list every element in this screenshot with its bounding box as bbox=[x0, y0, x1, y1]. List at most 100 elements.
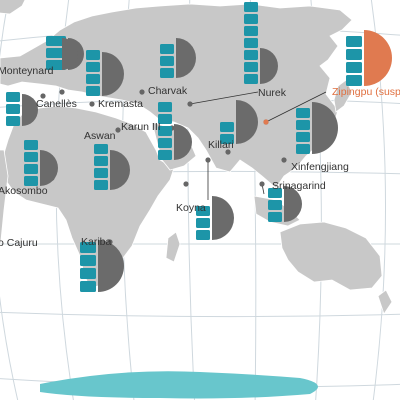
dam-marker bbox=[281, 157, 287, 163]
dam-semicircle bbox=[62, 38, 78, 70]
dam-label-koyna: Koyna bbox=[176, 202, 206, 214]
dam-block bbox=[6, 116, 20, 126]
dam-label-killari: Killari bbox=[208, 139, 234, 151]
dam-semicircle bbox=[260, 48, 278, 84]
dam-block bbox=[46, 60, 60, 70]
dam-glyph-akosombo bbox=[24, 140, 58, 186]
dam-block bbox=[46, 36, 60, 46]
dam-glyph-left bbox=[6, 92, 38, 126]
dam-block bbox=[220, 134, 234, 144]
dam-semicircle bbox=[174, 124, 192, 160]
dam-block bbox=[94, 168, 108, 178]
graticule-line bbox=[0, 311, 400, 318]
dam-glyph-aswan bbox=[94, 144, 130, 190]
dam-glyph-zipingpu bbox=[346, 30, 392, 86]
dam-glyph-charvak bbox=[160, 38, 196, 78]
dam-label-canelles: Canellès bbox=[36, 98, 77, 110]
dam-block bbox=[196, 230, 210, 240]
dam-semicircle bbox=[110, 150, 130, 190]
dam-block bbox=[244, 26, 258, 36]
dam-block bbox=[80, 268, 96, 279]
dam-marker bbox=[225, 149, 231, 155]
dam-block bbox=[296, 144, 310, 154]
dam-block bbox=[268, 212, 282, 222]
dam-block bbox=[24, 176, 38, 186]
dam-semicircle bbox=[176, 38, 196, 78]
dam-glyph-koyna bbox=[196, 196, 234, 240]
dam-block bbox=[296, 132, 310, 142]
dam-label-xinfengjiang: Xinfengjiang bbox=[291, 161, 349, 173]
dam-block bbox=[80, 242, 96, 253]
dam-block bbox=[158, 102, 172, 112]
dam-block bbox=[244, 50, 258, 60]
dam-block bbox=[80, 255, 96, 266]
dam-semicircle bbox=[22, 94, 38, 126]
dam-semicircle bbox=[236, 100, 258, 144]
line-zipingpu bbox=[265, 91, 327, 123]
dam-marker bbox=[187, 101, 193, 107]
dam-block bbox=[86, 74, 100, 84]
dam-block bbox=[46, 48, 60, 58]
dam-block bbox=[94, 156, 108, 166]
greenland-edge bbox=[0, 0, 26, 15]
dam-block bbox=[6, 104, 20, 114]
dam-block bbox=[346, 36, 362, 47]
dam-marker bbox=[205, 157, 211, 163]
dam-label-srinagarind: Srinagarind bbox=[272, 180, 326, 192]
dam-glyph-srinagarind bbox=[268, 186, 302, 222]
dam-label-zipingpu: Zipingpu (suspe bbox=[332, 86, 400, 98]
dam-label-akosombo: Akosombo bbox=[0, 185, 48, 197]
dam-glyph-kremasta bbox=[86, 50, 124, 96]
americas-edge bbox=[0, 149, 9, 251]
dam-glyph-nurek bbox=[244, 2, 278, 84]
dam-label-aswan: Aswan bbox=[84, 130, 116, 142]
graticule-line bbox=[0, 0, 19, 400]
dam-block bbox=[94, 180, 108, 190]
australia bbox=[279, 221, 383, 291]
dam-block bbox=[196, 206, 210, 216]
dam-glyph-canelles bbox=[46, 36, 78, 70]
dam-block bbox=[160, 68, 174, 78]
dam-block bbox=[268, 200, 282, 210]
dam-semicircle bbox=[364, 30, 392, 86]
dam-glyph-kariba bbox=[80, 240, 124, 292]
dam-block bbox=[160, 56, 174, 66]
dam-semicircle bbox=[102, 52, 124, 96]
dam-block bbox=[346, 49, 362, 60]
dam-glyphs bbox=[6, 2, 392, 292]
dam-glyph-karun bbox=[158, 102, 192, 160]
new-zealand bbox=[377, 289, 393, 315]
dam-block bbox=[244, 14, 258, 24]
dam-semicircle bbox=[40, 150, 58, 186]
dam-block bbox=[268, 188, 282, 198]
antarctica bbox=[40, 371, 318, 399]
dam-marker bbox=[59, 89, 65, 95]
dam-label-nurek: Nurek bbox=[258, 87, 287, 99]
dam-block bbox=[346, 75, 362, 86]
dam-block bbox=[158, 150, 172, 160]
dam-label-kremasta: Kremasta bbox=[98, 98, 143, 110]
dam-block bbox=[196, 218, 210, 228]
dam-block bbox=[346, 62, 362, 73]
line-nurek bbox=[189, 91, 259, 105]
madagascar bbox=[165, 231, 181, 263]
dam-marker bbox=[259, 181, 265, 187]
dam-block bbox=[220, 122, 234, 132]
dam-marker bbox=[89, 101, 95, 107]
dam-label-monteynard: Monteynard bbox=[0, 65, 54, 77]
dam-label-karun: Karun III bbox=[121, 121, 161, 133]
dam-block bbox=[6, 92, 20, 102]
dam-block bbox=[244, 38, 258, 48]
dam-marker bbox=[139, 89, 145, 95]
dam-block bbox=[158, 126, 172, 136]
dam-block bbox=[244, 2, 258, 12]
dam-block bbox=[24, 140, 38, 150]
dam-marker bbox=[183, 181, 189, 187]
leader-lines bbox=[40, 89, 327, 245]
dam-block bbox=[86, 50, 100, 60]
dam-glyph-xinfengjiang bbox=[296, 102, 338, 154]
dam-block bbox=[158, 138, 172, 148]
dam-semicircle bbox=[212, 196, 234, 240]
